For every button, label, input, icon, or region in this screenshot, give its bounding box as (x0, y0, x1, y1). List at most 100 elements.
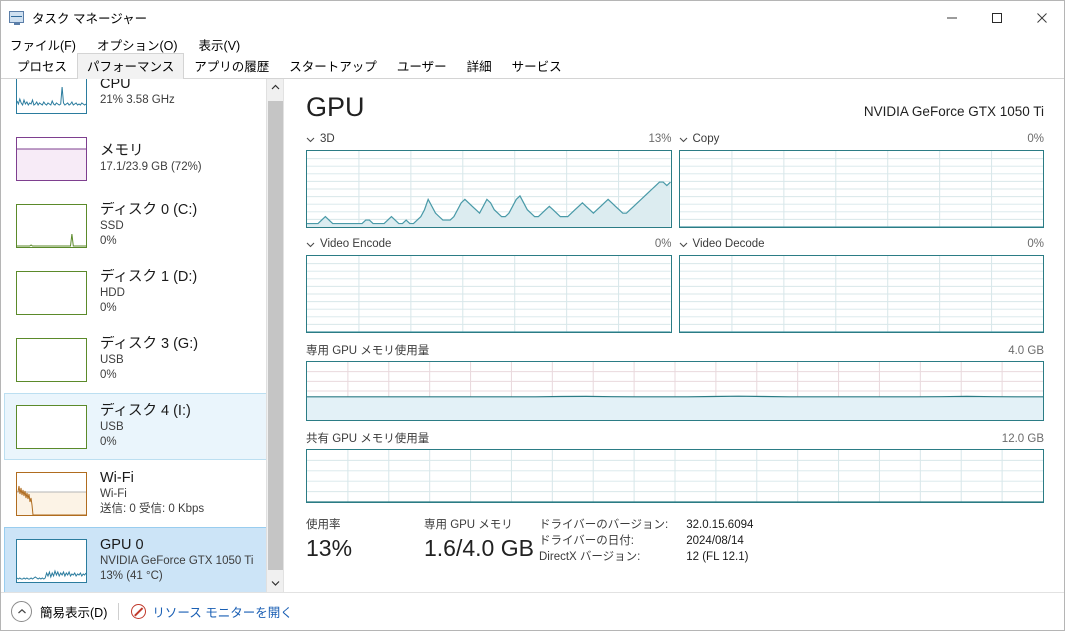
utilization-label: 使用率 (306, 519, 341, 531)
menu-item-file[interactable]: ファイル(F) (10, 39, 76, 53)
sidebar-item-sub1: Wi-Fi (100, 488, 127, 500)
stat-utilization: 使用率 13% (306, 517, 424, 565)
sidebar-thumbnail-gpu-0 (16, 538, 87, 583)
chevron-down-icon[interactable] (306, 237, 315, 251)
sidebar-item-wifi[interactable]: Wi-Fi Wi-Fi 送信: 0 受信: 0 Kbps (4, 460, 280, 527)
dedicated-memory-stat-label: 専用 GPU メモリ (424, 519, 513, 531)
menu-item-view[interactable]: 表示(V) (198, 39, 241, 53)
shared-memory-max: 12.0 GB (1001, 433, 1044, 445)
sidebar-item-text: メモリ 17.1/23.9 GB (72%) (100, 143, 202, 175)
sidebar-item-label: ディスク 4 (I:) (100, 403, 191, 419)
graph-cell-video-decode: Video Decode 0% (678, 236, 1044, 333)
graph-dedicated-memory (306, 361, 1044, 421)
tab-startup[interactable]: スタートアップ (289, 60, 377, 74)
graph-3d (306, 150, 672, 228)
title-bar: タスク マネージャー (1, 1, 1064, 34)
sidebar-thumbnail-wifi (16, 471, 87, 516)
window-title: タスク マネージャー (32, 12, 148, 26)
chevron-down-icon[interactable] (306, 132, 315, 146)
graph-value-video-encode: 0% (654, 238, 672, 250)
content-area: CPU 21% 3.58 GHz メモリ 17.1/23.9 GB (72%) ディスク… (1, 79, 1064, 592)
sidebar-item-memory[interactable]: メモリ 17.1/23.9 GB (72%) (4, 125, 280, 192)
simple-view-button[interactable]: 簡易表示(D) (40, 606, 108, 620)
sidebar-item-sub2: 13% (41 °C) (100, 570, 163, 582)
sidebar-item-label: ディスク 0 (C:) (100, 202, 198, 218)
sidebar-item-label: Wi-Fi (100, 470, 134, 486)
gpu-model-label: NVIDIA GeForce GTX 1050 Ti (863, 104, 1044, 119)
directx-version-label: DirectX バージョン: (539, 551, 641, 563)
graph-copy (678, 150, 1044, 228)
resource-monitor-icon (131, 604, 147, 619)
graph-header-copy[interactable]: Copy 0% (679, 131, 1044, 147)
graph-value-copy: 0% (1027, 133, 1044, 145)
sidebar-thumbnail-memory (16, 136, 87, 181)
dedicated-memory-label: 専用 GPU メモリ使用量 (306, 345, 430, 357)
status-bar: 簡易表示(D) リソース モニターを開く (1, 592, 1064, 630)
graph-label-copy: Copy (692, 133, 720, 145)
sidebar-thumbnail-disk-0-c (16, 203, 87, 248)
tab-services[interactable]: サービス (511, 60, 562, 74)
dedicated-memory-max: 4.0 GB (1008, 345, 1044, 357)
sidebar-item-disk-4-i[interactable]: ディスク 4 (I:) USB 0% (4, 393, 280, 460)
directx-version-value: 12 (FL 12.1) (686, 551, 749, 563)
sidebar-item-sub1: SSD (100, 220, 124, 232)
graph-label-video-decode: Video Decode (692, 238, 765, 250)
sidebar-item-sub2: 0% (100, 302, 117, 314)
sidebar-item-text: Wi-Fi Wi-Fi 送信: 0 受信: 0 Kbps (100, 470, 204, 517)
sidebar-item-cpu[interactable]: CPU 21% 3.58 GHz (4, 79, 280, 125)
sidebar-item-label: メモリ (100, 142, 144, 159)
tab-app-history[interactable]: アプリの履歴 (194, 60, 270, 74)
tab-details[interactable]: 詳細 (466, 60, 492, 74)
sidebar-item-gpu-0[interactable]: GPU 0 NVIDIA GeForce GTX 1050 Ti 13% (41 °… (4, 527, 280, 592)
status-divider (118, 603, 120, 620)
performance-sidebar[interactable]: CPU 21% 3.58 GHz メモリ 17.1/23.9 GB (72%) ディスク… (1, 79, 284, 592)
graph-video-decode (678, 255, 1044, 333)
scroll-down-icon[interactable] (267, 575, 283, 592)
shared-memory-section: 共有 GPU メモリ使用量 12.0 GB (306, 430, 1044, 503)
tab-bar: プロセス パフォーマンス アプリの履歴 スタートアップ ユーザー 詳細 サービス (1, 53, 1064, 79)
scrollbar-thumb[interactable] (268, 101, 283, 570)
chevron-up-icon[interactable] (11, 601, 32, 622)
sidebar-item-label: CPU (100, 79, 131, 92)
driver-info: ドライバーのバージョン: ドライバーの日付: DirectX バージョン: 32… (539, 517, 753, 565)
sidebar-item-disk-3-g[interactable]: ディスク 3 (G:) USB 0% (4, 326, 280, 393)
menu-item-options[interactable]: オプション(O) (96, 39, 178, 53)
dedicated-memory-section: 専用 GPU メモリ使用量 4.0 GB (306, 342, 1044, 421)
graph-header-3d[interactable]: 3D 13% (306, 131, 672, 147)
sidebar-item-disk-0-c[interactable]: ディスク 0 (C:) SSD 0% (4, 192, 280, 259)
chevron-down-icon[interactable] (679, 132, 688, 146)
gpu-detail-panel: GPU NVIDIA GeForce GTX 1050 Ti 3D 13% (284, 79, 1064, 592)
sidebar-item-text: ディスク 4 (I:) USB 0% (100, 403, 191, 450)
graph-value-video-decode: 0% (1027, 238, 1044, 250)
sidebar-item-disk-1-d[interactable]: ディスク 1 (D:) HDD 0% (4, 259, 280, 326)
tab-processes[interactable]: プロセス (17, 60, 68, 74)
shared-memory-label: 共有 GPU メモリ使用量 (306, 433, 430, 445)
maximize-icon[interactable] (974, 1, 1019, 34)
chevron-down-icon[interactable] (679, 237, 688, 251)
graph-video-encode (306, 255, 672, 333)
stat-dedicated-memory: 専用 GPU メモリ 1.6/4.0 GB (424, 517, 539, 565)
graph-header-video-encode[interactable]: Video Encode 0% (306, 236, 672, 252)
resource-monitor-link[interactable]: リソース モニターを開く (152, 606, 293, 620)
sidebar-thumbnail-disk-4-i (16, 404, 87, 449)
sidebar-scrollbar[interactable] (266, 79, 283, 592)
dedicated-memory-stat-value: 1.6/4.0 GB (424, 535, 534, 561)
page-title: GPU (306, 92, 365, 122)
driver-date-label: ドライバーの日付: (539, 535, 634, 547)
sidebar-item-text: GPU 0 NVIDIA GeForce GTX 1050 Ti 13% (41 °… (100, 537, 253, 584)
graph-label-3d: 3D (320, 133, 335, 145)
graph-cell-copy: Copy 0% (678, 131, 1044, 228)
tab-users[interactable]: ユーザー (396, 60, 447, 74)
graph-cell-3d: 3D 13% (306, 131, 672, 228)
graph-shared-memory (306, 449, 1044, 503)
gpu-header: GPU NVIDIA GeForce GTX 1050 Ti (306, 79, 1044, 123)
close-icon[interactable] (1019, 1, 1064, 34)
graph-header-video-decode[interactable]: Video Decode 0% (679, 236, 1044, 252)
scroll-up-icon[interactable] (267, 79, 283, 96)
sidebar-item-label: GPU 0 (100, 537, 144, 553)
minimize-icon[interactable] (929, 1, 974, 34)
sidebar-thumbnail-disk-1-d (16, 270, 87, 315)
sidebar-item-sub1: HDD (100, 287, 125, 299)
tab-performance[interactable]: パフォーマンス (77, 53, 185, 79)
sidebar-item-sub2: 0% (100, 369, 117, 381)
